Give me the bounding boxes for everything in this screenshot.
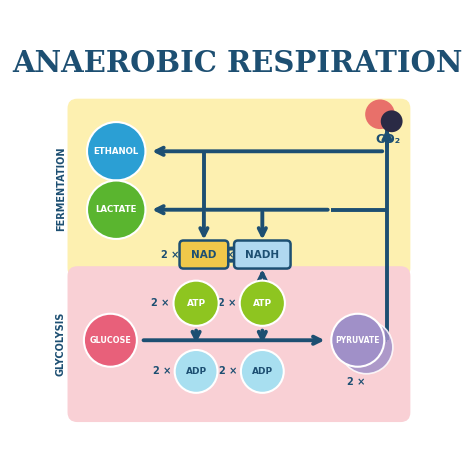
Text: 2 ×: 2 × [216,249,234,260]
Text: 2 ×: 2 × [218,298,236,308]
Circle shape [87,181,146,239]
Circle shape [381,110,402,132]
Text: PYRUVATE: PYRUVATE [336,336,380,345]
Text: NAD: NAD [191,249,217,260]
Circle shape [331,314,384,367]
FancyBboxPatch shape [67,266,410,422]
Circle shape [240,281,285,326]
Text: NADH: NADH [245,249,279,260]
Text: 2 ×: 2 × [346,376,365,386]
Circle shape [241,350,284,393]
Text: 2 ×: 2 × [151,298,170,308]
Text: 2 ×: 2 × [153,366,171,376]
Text: 2 ×: 2 × [161,249,180,260]
Circle shape [340,321,393,374]
Circle shape [365,100,395,129]
Text: ADP: ADP [185,367,207,376]
Circle shape [174,350,218,393]
Text: ATP: ATP [253,299,272,308]
Text: CO₂: CO₂ [375,133,401,146]
Text: LACTATE: LACTATE [96,205,137,214]
Text: ADP: ADP [252,367,273,376]
Text: ETHANOL: ETHANOL [93,147,139,156]
Circle shape [87,122,146,181]
Circle shape [173,281,219,326]
Text: GLYCOLYSIS: GLYCOLYSIS [56,312,66,376]
Text: FERMENTATION: FERMENTATION [56,146,66,230]
Text: 2 ×: 2 × [219,366,237,376]
Text: ANAEROBIC RESPIRATION: ANAEROBIC RESPIRATION [12,49,462,78]
FancyBboxPatch shape [180,240,228,269]
Circle shape [84,314,137,367]
Text: ATP: ATP [187,299,206,308]
FancyBboxPatch shape [234,240,291,269]
Text: GLUCOSE: GLUCOSE [90,336,131,345]
FancyBboxPatch shape [67,99,410,278]
